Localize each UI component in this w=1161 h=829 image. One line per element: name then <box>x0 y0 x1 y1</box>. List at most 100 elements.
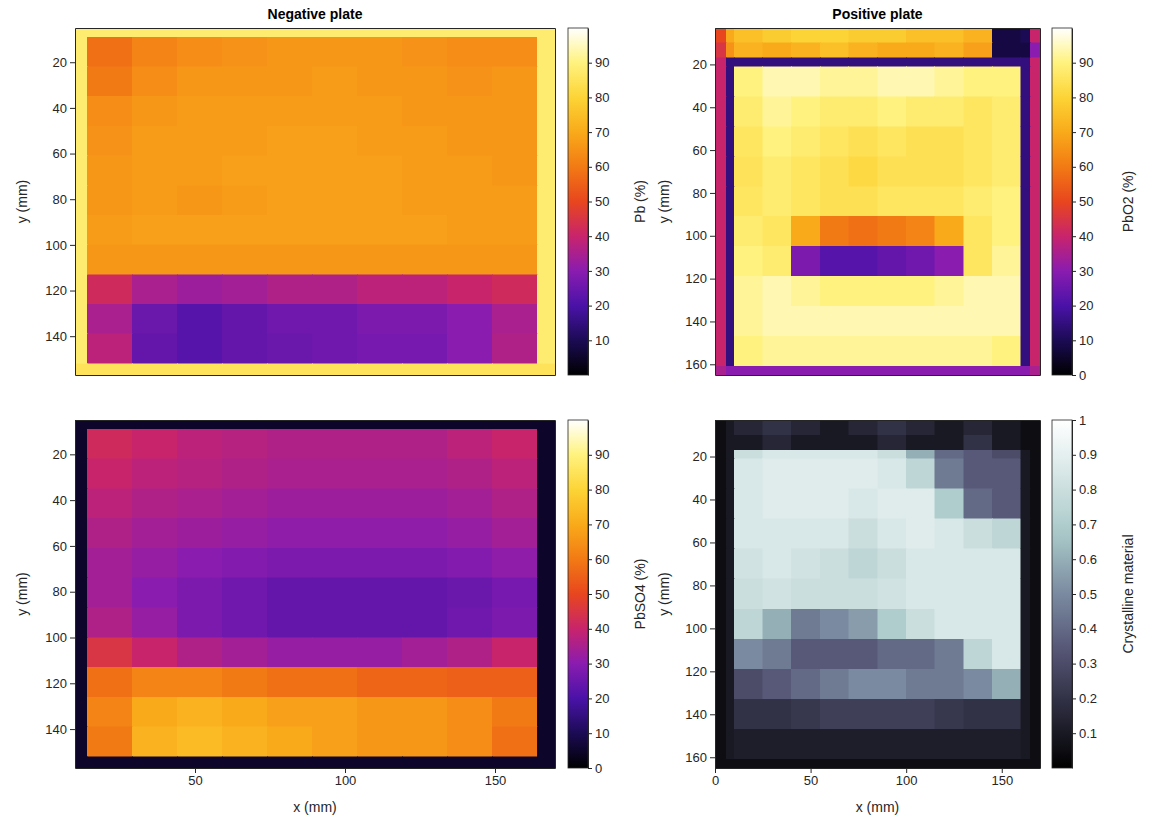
heatmap-cell <box>820 366 849 375</box>
colorbar-tick-label: 50 <box>595 194 609 209</box>
y-tick: 80 <box>53 192 75 207</box>
heatmap-cell <box>878 276 907 306</box>
heatmap-cell <box>357 608 402 638</box>
heatmap-cell <box>935 127 964 157</box>
heatmap-cell <box>791 246 820 276</box>
colorbar-tick-mark <box>588 167 592 168</box>
heatmap-cell <box>849 639 878 669</box>
colorbar-tick-label: 30 <box>1079 264 1093 279</box>
heatmap-cell <box>734 519 763 549</box>
colorbar-tick-label: 0.8 <box>1079 482 1097 497</box>
heatmap-cell <box>357 334 402 364</box>
heatmap-cell <box>75 96 87 126</box>
heatmap-cell <box>715 669 726 699</box>
colorbar-tick-mark <box>588 768 592 769</box>
heatmap-cell <box>222 67 267 97</box>
panel: 20406080100120140Negative platey (mm)102… <box>14 6 648 376</box>
y-tick-label: 100 <box>45 238 67 253</box>
heatmap-cell <box>849 489 878 519</box>
colorbar-tick-mark <box>588 63 592 64</box>
heatmap-cell <box>132 638 177 668</box>
heatmap-cell <box>492 156 537 186</box>
colorbar-tick: 30 <box>588 656 609 671</box>
y-tick: 40 <box>693 492 715 507</box>
heatmap-cell <box>1021 187 1031 217</box>
y-axis: 20406080100120140160 <box>685 29 715 376</box>
heatmap-cell <box>763 216 792 246</box>
heatmap-cell <box>849 43 878 58</box>
y-axis-title: y (mm) <box>14 180 30 224</box>
heatmap-cell <box>726 435 734 450</box>
colorbar-tick-mark <box>588 236 592 237</box>
heatmap-cell <box>402 67 447 97</box>
heatmap-cell <box>715 187 726 217</box>
y-tick: 80 <box>53 584 75 599</box>
colorbar-tick-label: 30 <box>595 656 609 671</box>
x-tick: 100 <box>335 768 357 788</box>
heatmap-cell <box>878 336 907 366</box>
heatmap-cell <box>177 518 222 548</box>
x-tick-label: 50 <box>804 773 818 788</box>
heatmap-cell <box>267 518 312 548</box>
heatmap-cell <box>312 489 357 519</box>
heatmap-cell <box>763 28 792 43</box>
heatmap-cell <box>87 364 132 375</box>
heatmap-cell <box>492 245 537 275</box>
heatmap-cell <box>447 518 492 548</box>
heatmap-cell <box>357 37 402 67</box>
heatmap-cell <box>357 245 402 275</box>
colorbar <box>1052 28 1072 375</box>
heatmap-cell <box>763 43 792 58</box>
axis-line <box>715 421 716 769</box>
y-tick-mark <box>70 500 75 501</box>
heatmap-cell <box>964 759 993 768</box>
y-tick: 60 <box>693 143 715 158</box>
heatmap-cell <box>177 334 222 364</box>
heatmap-cell <box>964 28 993 43</box>
heatmap-cell <box>222 156 267 186</box>
heatmap-cell <box>715 609 726 639</box>
colorbar-title: Crystalline material <box>1120 534 1136 653</box>
heatmap-cell <box>1030 187 1040 217</box>
heatmap-cell <box>402 420 447 429</box>
y-tick-label: 140 <box>45 722 67 737</box>
heatmap-cell <box>820 579 849 609</box>
colorbar-tick: 20 <box>588 298 609 313</box>
heatmap-cell <box>992 420 1021 435</box>
colorbar-tick: 0.9 <box>1072 447 1097 462</box>
heatmap-cell <box>1030 519 1040 549</box>
colorbar-tick-label: 40 <box>595 621 609 636</box>
colorbar-tick-label: 40 <box>1079 229 1093 244</box>
heatmap-cell <box>1030 58 1040 67</box>
heatmap-cell <box>267 96 312 126</box>
colorbar-tick-mark <box>1072 664 1076 665</box>
heatmap-cell <box>447 459 492 489</box>
heatmap-cell <box>964 306 993 336</box>
colorbar-tick-mark <box>1072 559 1076 560</box>
colorbar-tick-label: 80 <box>1079 90 1093 105</box>
heatmap-cell <box>849 459 878 489</box>
heatmap-cell <box>75 608 87 638</box>
heatmap-cell <box>992 459 1021 489</box>
heatmap-cell <box>763 58 792 67</box>
heatmap-cell <box>492 275 537 305</box>
heatmap-cell <box>734 67 763 97</box>
heatmap-cell <box>849 366 878 375</box>
colorbar <box>568 420 588 768</box>
colorbar-tick-label: 80 <box>595 482 609 497</box>
heatmap-cells <box>75 420 555 768</box>
heatmap-cell <box>537 420 555 429</box>
heatmap-cell <box>75 459 87 489</box>
heatmap-cell <box>312 364 357 375</box>
heatmap-cell <box>734 58 763 67</box>
colorbar-tick-label: 10 <box>595 333 609 348</box>
heatmap-cell <box>820 729 849 759</box>
heatmap-cell <box>964 729 993 759</box>
heatmap-cell <box>537 28 555 37</box>
heatmap-cell <box>878 43 907 58</box>
heatmap-cell <box>906 639 935 669</box>
heatmap-cell <box>132 215 177 245</box>
axis-line <box>76 28 556 29</box>
heatmap-cell <box>791 489 820 519</box>
heatmap-cell <box>935 58 964 67</box>
